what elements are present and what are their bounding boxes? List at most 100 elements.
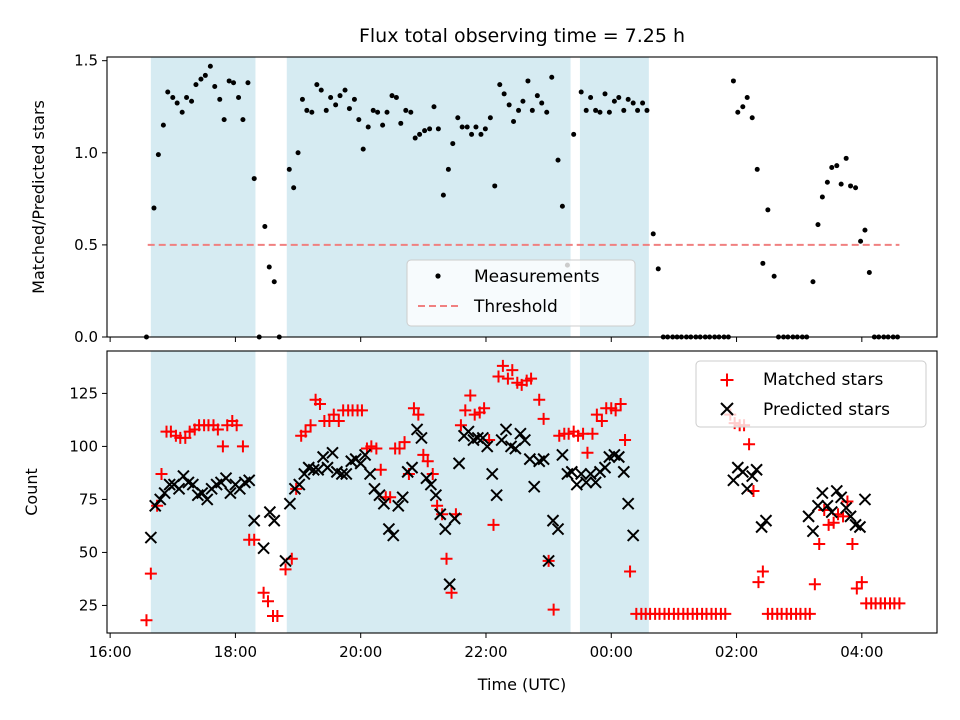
measurement-point	[501, 91, 507, 97]
measurement-point	[478, 131, 484, 137]
measurement-point	[398, 120, 404, 126]
measurement-point	[588, 95, 594, 101]
measurement-point	[160, 122, 166, 128]
shaded-span	[579, 351, 649, 633]
matched-star-point	[496, 359, 509, 372]
predicted-star-point	[452, 457, 466, 470]
matched-star-point	[846, 537, 859, 550]
matched-star-point	[595, 414, 608, 427]
predicted-star-point	[853, 520, 867, 534]
predicted-star-point	[387, 529, 400, 542]
matched-star-point	[304, 419, 317, 432]
bottom-x-ticks: 16:00 18:00 20:00 22:00 00:00 02:00 04:00	[89, 633, 883, 661]
predicted-star-point	[420, 472, 433, 485]
measurement-point	[455, 115, 461, 121]
measurement-point	[735, 109, 741, 115]
measurement-point	[862, 227, 868, 233]
measurement-point	[593, 107, 599, 113]
matched-star-point	[813, 537, 826, 550]
predicted-star-point	[257, 541, 270, 555]
matched-star-point	[624, 565, 637, 578]
matched-star-point	[279, 563, 292, 576]
measurement-point	[760, 260, 766, 266]
measurement-point	[193, 82, 199, 88]
measurement-point	[635, 107, 641, 113]
predicted-star-point	[584, 467, 597, 481]
measurement-point	[838, 181, 844, 187]
predicted-star-point	[248, 514, 261, 527]
predicted-star-point	[626, 529, 640, 542]
measurement-point	[412, 135, 418, 141]
measurement-point	[189, 98, 195, 104]
measurement-point	[644, 107, 650, 113]
predicted-star-point	[858, 493, 872, 506]
predicted-star-point	[481, 440, 494, 453]
measurement-point	[819, 194, 825, 200]
predicted-star-point	[574, 467, 588, 481]
matched-star-point	[537, 412, 550, 425]
predicted-star-point	[283, 497, 297, 510]
bottom-y-ticks: 25 50 75 100 125	[69, 384, 107, 614]
predicted-star-point	[802, 510, 815, 523]
x-tick-label: 02:00	[715, 643, 758, 661]
measurement-point	[469, 131, 475, 137]
top-y-ticks: 0.0 0.5 1.0 1.5	[74, 52, 107, 346]
measurement-point	[529, 107, 535, 113]
predicted-star-point	[358, 448, 372, 462]
predicted-star-point	[750, 463, 763, 476]
measurement-point	[555, 157, 561, 163]
predicted-star-point	[410, 423, 424, 436]
measurement-point	[516, 107, 522, 113]
predicted-star-point	[448, 512, 461, 525]
measurement-point	[318, 87, 324, 93]
measurement-point	[431, 104, 437, 110]
legend-measurements-label: Measurements	[474, 267, 600, 287]
matched-star-point	[155, 467, 168, 480]
measurement-point	[829, 165, 835, 171]
predicted-star-point	[556, 448, 569, 462]
measurement-point	[314, 82, 320, 88]
predicted-star-point	[523, 452, 537, 466]
predicted-star-point	[201, 493, 214, 506]
matched-star-point	[487, 518, 500, 531]
predicted-star-point	[518, 433, 532, 447]
predicted-star-point	[736, 465, 750, 479]
matched-star-point	[468, 408, 481, 421]
measurement-point	[578, 89, 584, 95]
measurement-point	[482, 126, 488, 132]
predicted-star-point	[392, 499, 405, 512]
measurement-point	[853, 185, 859, 191]
matched-star-point	[445, 586, 458, 599]
top-x-ticks	[109, 337, 863, 342]
y-tick-label: 125	[69, 384, 98, 402]
bottom-legend: Matched stars Predicted stars	[695, 360, 927, 428]
measurement-point	[740, 104, 746, 110]
bottom-shaded-spans	[150, 351, 649, 633]
predicted-star-point	[621, 497, 635, 510]
predicted-star-point	[443, 578, 456, 591]
matched-star-point	[533, 393, 546, 406]
measurement-point	[621, 107, 627, 113]
y-tick-label: 0.0	[74, 328, 98, 346]
matched-star-point	[756, 565, 769, 578]
predicted-star-point	[821, 499, 834, 512]
measurement-point	[251, 176, 257, 182]
measurement-point	[271, 279, 277, 285]
measurement-point	[866, 270, 872, 276]
predicted-star-point	[263, 505, 277, 519]
matched-star-point	[743, 438, 756, 451]
predicted-star-point	[439, 522, 452, 536]
predicted-star-point	[580, 476, 593, 489]
predicted-star-point	[172, 482, 186, 496]
predicted-star-point	[321, 461, 334, 474]
predicted-star-point	[546, 514, 560, 527]
measurement-point	[650, 231, 656, 237]
matched-star-point	[492, 370, 505, 383]
measurement-point	[520, 98, 526, 104]
matched-star-point	[547, 603, 560, 616]
predicted-star-point	[612, 450, 625, 464]
matched-star-point	[609, 404, 622, 417]
matched-star-point	[384, 491, 397, 504]
measurement-point	[616, 95, 622, 101]
predicted-star-point	[746, 469, 759, 483]
